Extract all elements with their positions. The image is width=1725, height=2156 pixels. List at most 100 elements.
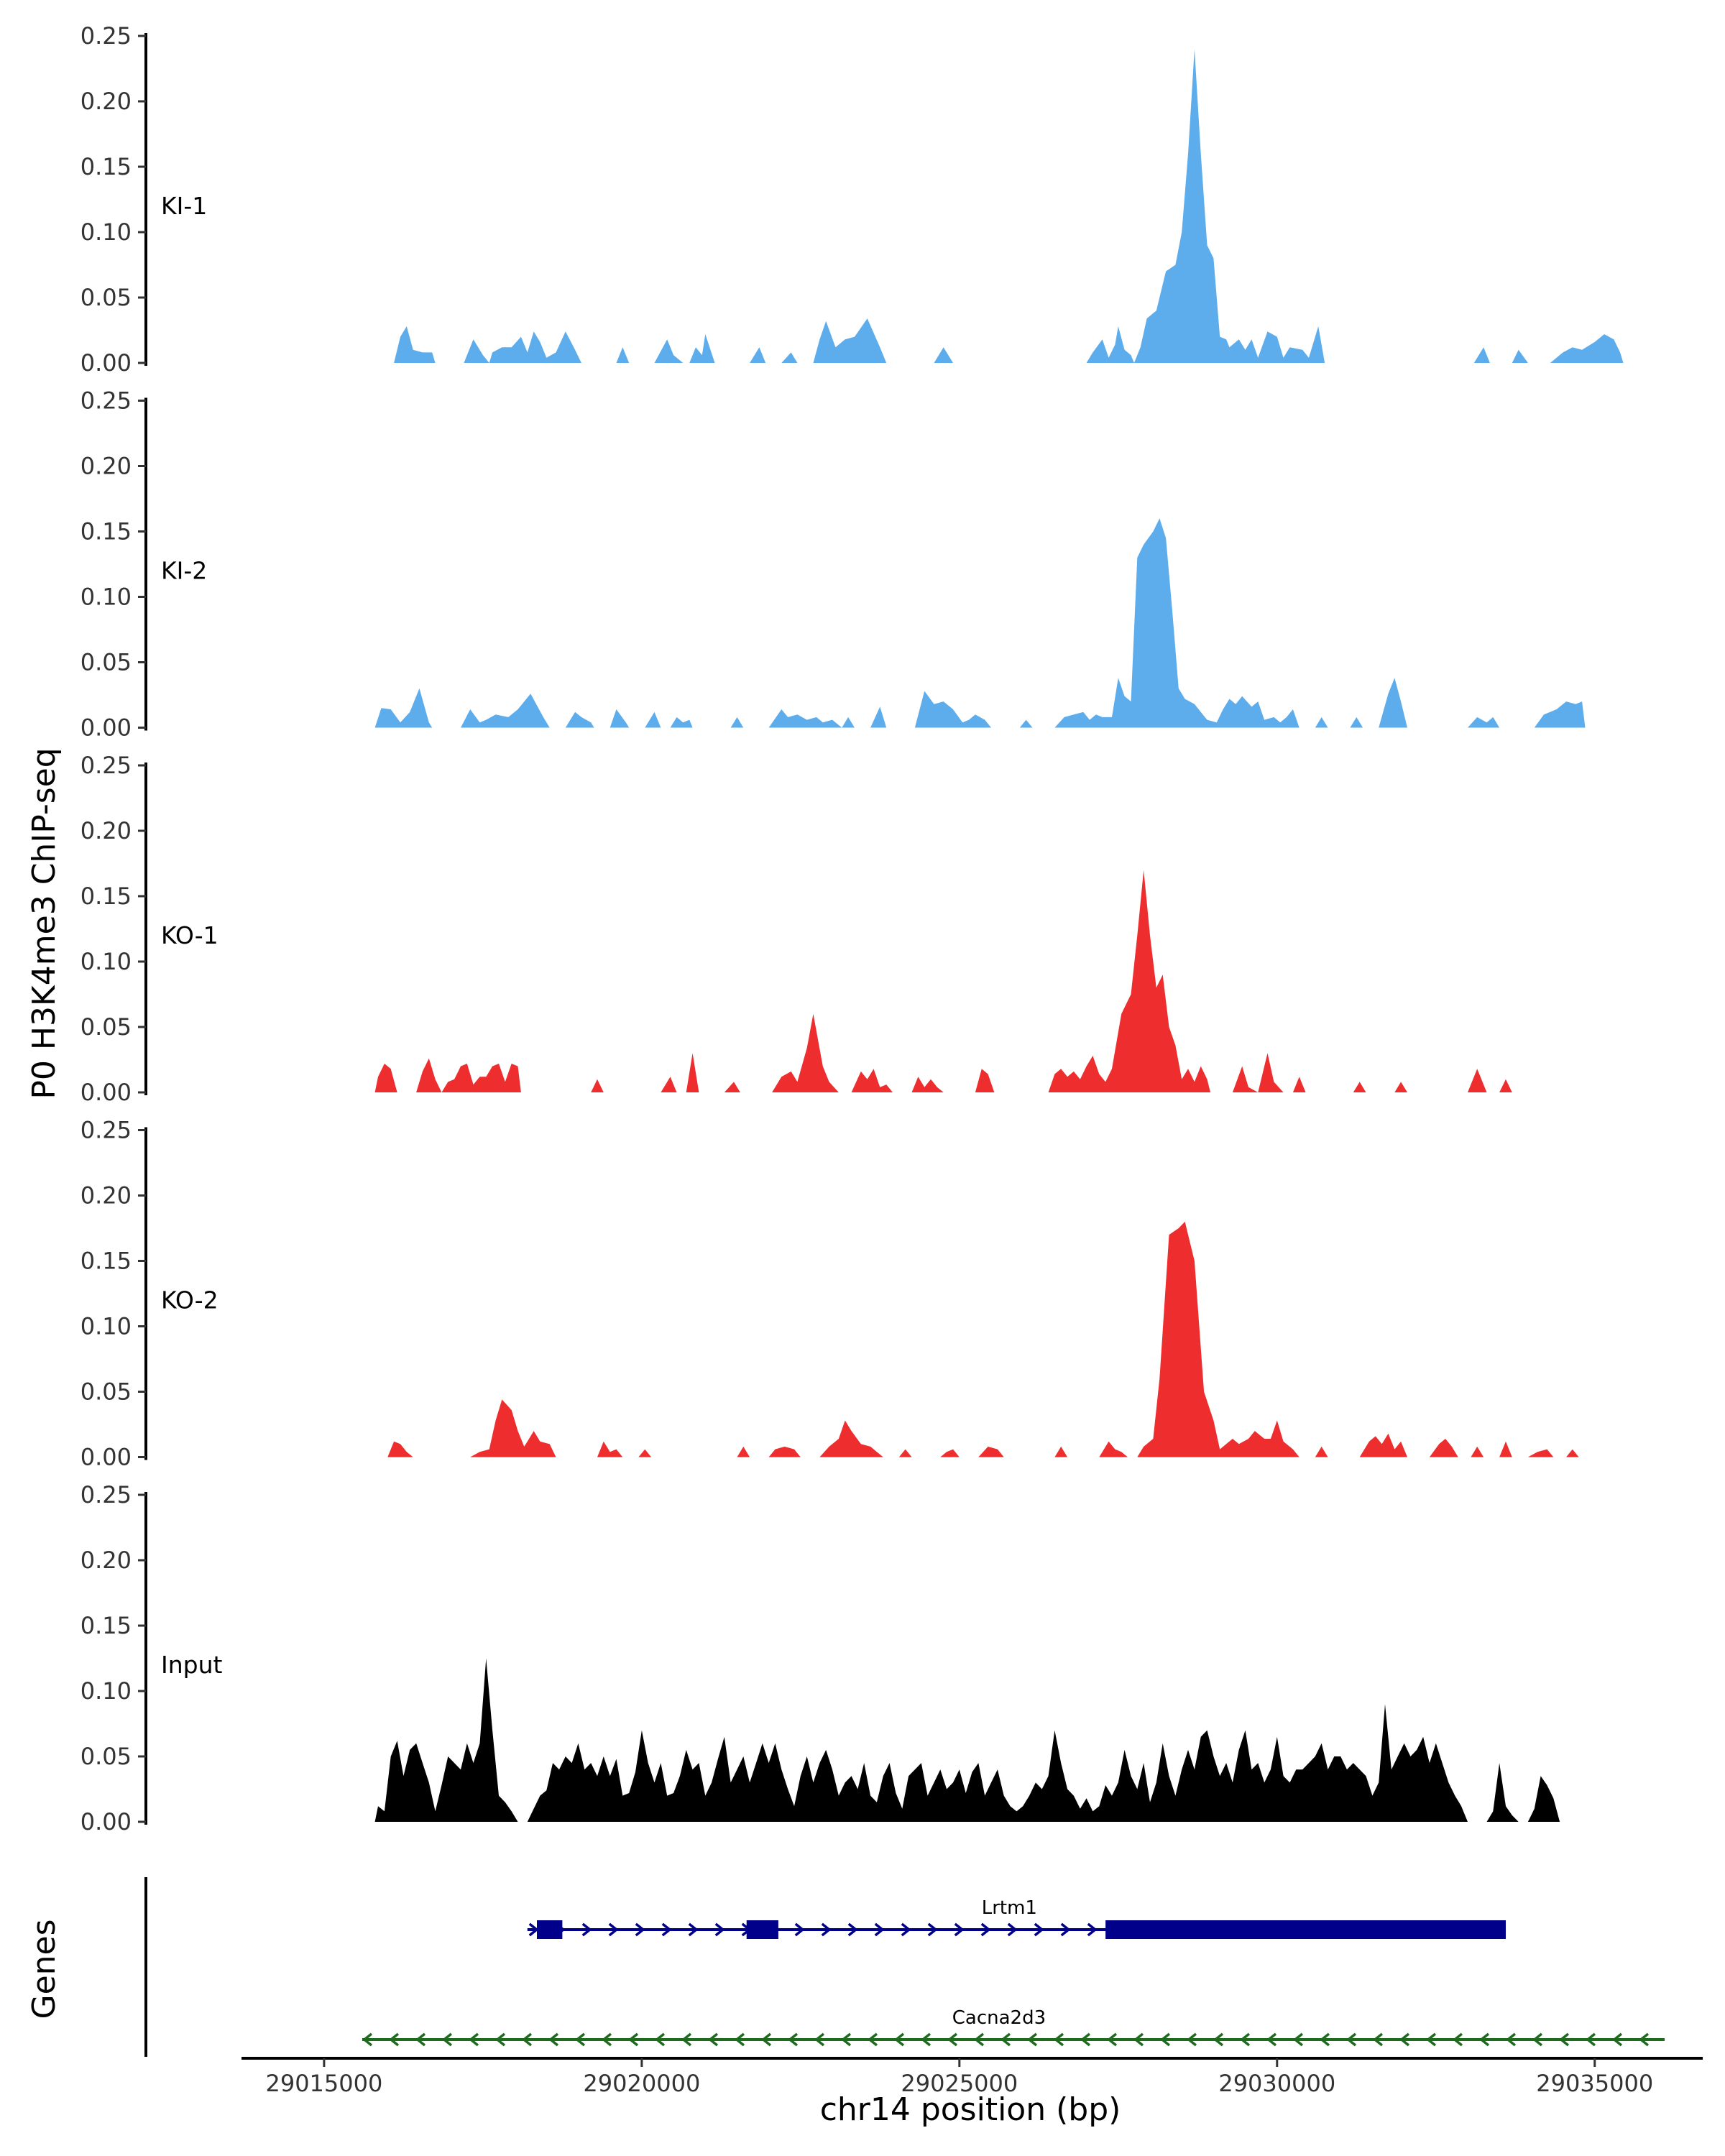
strand-arrow-icon (1054, 2032, 1064, 2047)
coverage-tracks: 0.00 0.05 0.10 0.15 0.20 0.25 KI-1 0.00 0.05 0.10… (80, 22, 1624, 1835)
coverage-area-ki-1 (934, 347, 953, 363)
coverage-area-ko-1 (1353, 1082, 1366, 1092)
strand-arrow-icon (954, 1922, 965, 1937)
strand-arrow-icon (602, 2032, 612, 2047)
coverage-area-ko-2 (768, 1446, 801, 1457)
strand-arrow-icon (1000, 2032, 1011, 2047)
gene-lrtm1-exon (1105, 1920, 1506, 1939)
track-label-ki-1: KI-1 (161, 192, 207, 220)
y-tick-label: 0.25 (80, 22, 132, 50)
strand-arrow-icon (1107, 2032, 1118, 2047)
strand-arrow-icon (927, 1922, 938, 1937)
strand-arrow-icon (1240, 2032, 1251, 2047)
strand-arrow-icon (708, 2032, 719, 2047)
strand-arrow-icon (814, 2032, 825, 2047)
coverage-area-ko-2 (1527, 1449, 1554, 1457)
x-tick-label: 29030000 (1218, 2070, 1335, 2097)
coverage-area-ko-2 (387, 1441, 413, 1457)
coverage-area-ko-1 (1232, 1053, 1284, 1092)
strand-arrow-icon (980, 1922, 991, 1937)
x-axis-title: chr14 position (bp) (820, 2091, 1121, 2128)
strand-arrow-icon (1559, 2032, 1570, 2047)
coverage-area-ki-2 (374, 688, 433, 728)
strand-arrow-icon (1586, 2032, 1596, 2047)
gene-lrtm1: Lrtm1 (527, 1897, 1506, 1939)
strand-arrow-icon (635, 1922, 645, 1937)
coverage-area-ki-2 (565, 711, 594, 728)
y-tick-label: 0.20 (80, 817, 132, 844)
coverage-area-ki-1 (781, 352, 798, 363)
strand-arrow-icon (528, 1922, 539, 1937)
track-ko-1: 0.00 0.05 0.10 0.15 0.20 0.25 KO-1 (80, 752, 1512, 1106)
coverage-area-ki-2 (1350, 717, 1363, 728)
coverage-area-ko-1 (975, 1069, 995, 1092)
coverage-area-ko-2 (1099, 1441, 1128, 1457)
strand-arrow-icon (1506, 2032, 1517, 2047)
coverage-area-ko-1 (851, 1069, 893, 1092)
strand-arrow-icon (1320, 2032, 1330, 2047)
y-tick-label: 0.10 (80, 218, 132, 246)
y-tick-label: 0.00 (80, 1808, 132, 1835)
coverage-area-ki-2 (1468, 717, 1500, 728)
coverage-area-ki-1 (1086, 49, 1325, 363)
coverage-area-input (527, 1704, 1468, 1822)
strand-arrow-icon (714, 1922, 725, 1937)
strand-arrow-icon (661, 1922, 672, 1937)
coverage-area-ko-2 (638, 1449, 652, 1457)
track-label-ki-2: KI-2 (161, 557, 207, 585)
x-tick-label: 29035000 (1536, 2070, 1653, 2097)
gene-annotation-panel: Lrtm1 Cacna2d3 (144, 1877, 1665, 2057)
coverage-area-ko-2 (940, 1449, 960, 1457)
coverage-area-ko-1 (772, 1013, 839, 1092)
y-tick-label: 0.05 (80, 1743, 132, 1770)
y-tick-label: 0.10 (80, 584, 132, 611)
genes-panel-title: Genes (26, 1919, 63, 2019)
strand-arrow-icon (1346, 2032, 1357, 2047)
coverage-area-ki-1 (464, 331, 581, 363)
coverage-area-ko-2 (1429, 1439, 1458, 1457)
y-tick-label: 0.15 (80, 518, 132, 545)
coverage-area-ki-1 (654, 339, 684, 363)
coverage-area-ko-2 (737, 1446, 750, 1457)
strand-arrow-icon (575, 2032, 586, 2047)
track-label-ko-1: KO-1 (161, 921, 218, 949)
strand-arrow-icon (548, 2032, 559, 2047)
y-tick-label: 0.00 (80, 1444, 132, 1471)
y-tick-label: 0.20 (80, 88, 132, 115)
strand-arrow-icon (735, 2032, 745, 2047)
x-axis: 29015000 29020000 29025000 29030000 29035000 (242, 2057, 1703, 2097)
strand-arrow-icon (1479, 2032, 1490, 2047)
gene-cacna2d3: Cacna2d3 (362, 2007, 1665, 2047)
strand-arrow-icon (1027, 2032, 1038, 2047)
strand-arrow-icon (655, 2032, 666, 2047)
coverage-area-ki-2 (1019, 719, 1033, 728)
x-tick-label: 29020000 (583, 2070, 700, 2097)
strand-arrow-icon (794, 1922, 805, 1937)
strand-arrow-icon (974, 2032, 985, 2047)
coverage-area-ko-2 (1359, 1433, 1407, 1457)
coverage-area-ki-1 (689, 334, 715, 363)
strand-arrow-icon (894, 2032, 905, 2047)
track-input: 0.00 0.05 0.10 0.15 0.20 0.25 Input (80, 1481, 1560, 1835)
strand-arrow-icon (688, 1922, 699, 1937)
y-tick-label: 0.05 (80, 1378, 132, 1406)
coverage-area-ki-2 (670, 717, 693, 728)
gene-lrtm1-exon (746, 1920, 778, 1939)
strand-arrow-icon (821, 1922, 832, 1937)
y-tick-label: 0.10 (80, 1677, 132, 1705)
coverage-area-ki-1 (1473, 347, 1490, 363)
strand-arrow-icon (1080, 2032, 1091, 2047)
coverage-area-input (1486, 1763, 1519, 1822)
strand-arrow-icon (1612, 2032, 1623, 2047)
strand-arrow-icon (362, 2032, 373, 2047)
y-tick-label: 0.15 (80, 1612, 132, 1639)
strand-arrow-icon (788, 2032, 799, 2047)
strand-arrow-icon (1293, 2032, 1304, 2047)
strand-arrow-icon (1007, 1922, 1018, 1937)
strand-arrow-icon (1087, 1922, 1098, 1937)
coverage-area-ko-2 (978, 1446, 1004, 1457)
coverage-area-ki-2 (461, 694, 550, 728)
strand-arrow-icon (415, 2032, 426, 2047)
coverage-area-ko-2 (1315, 1446, 1328, 1457)
